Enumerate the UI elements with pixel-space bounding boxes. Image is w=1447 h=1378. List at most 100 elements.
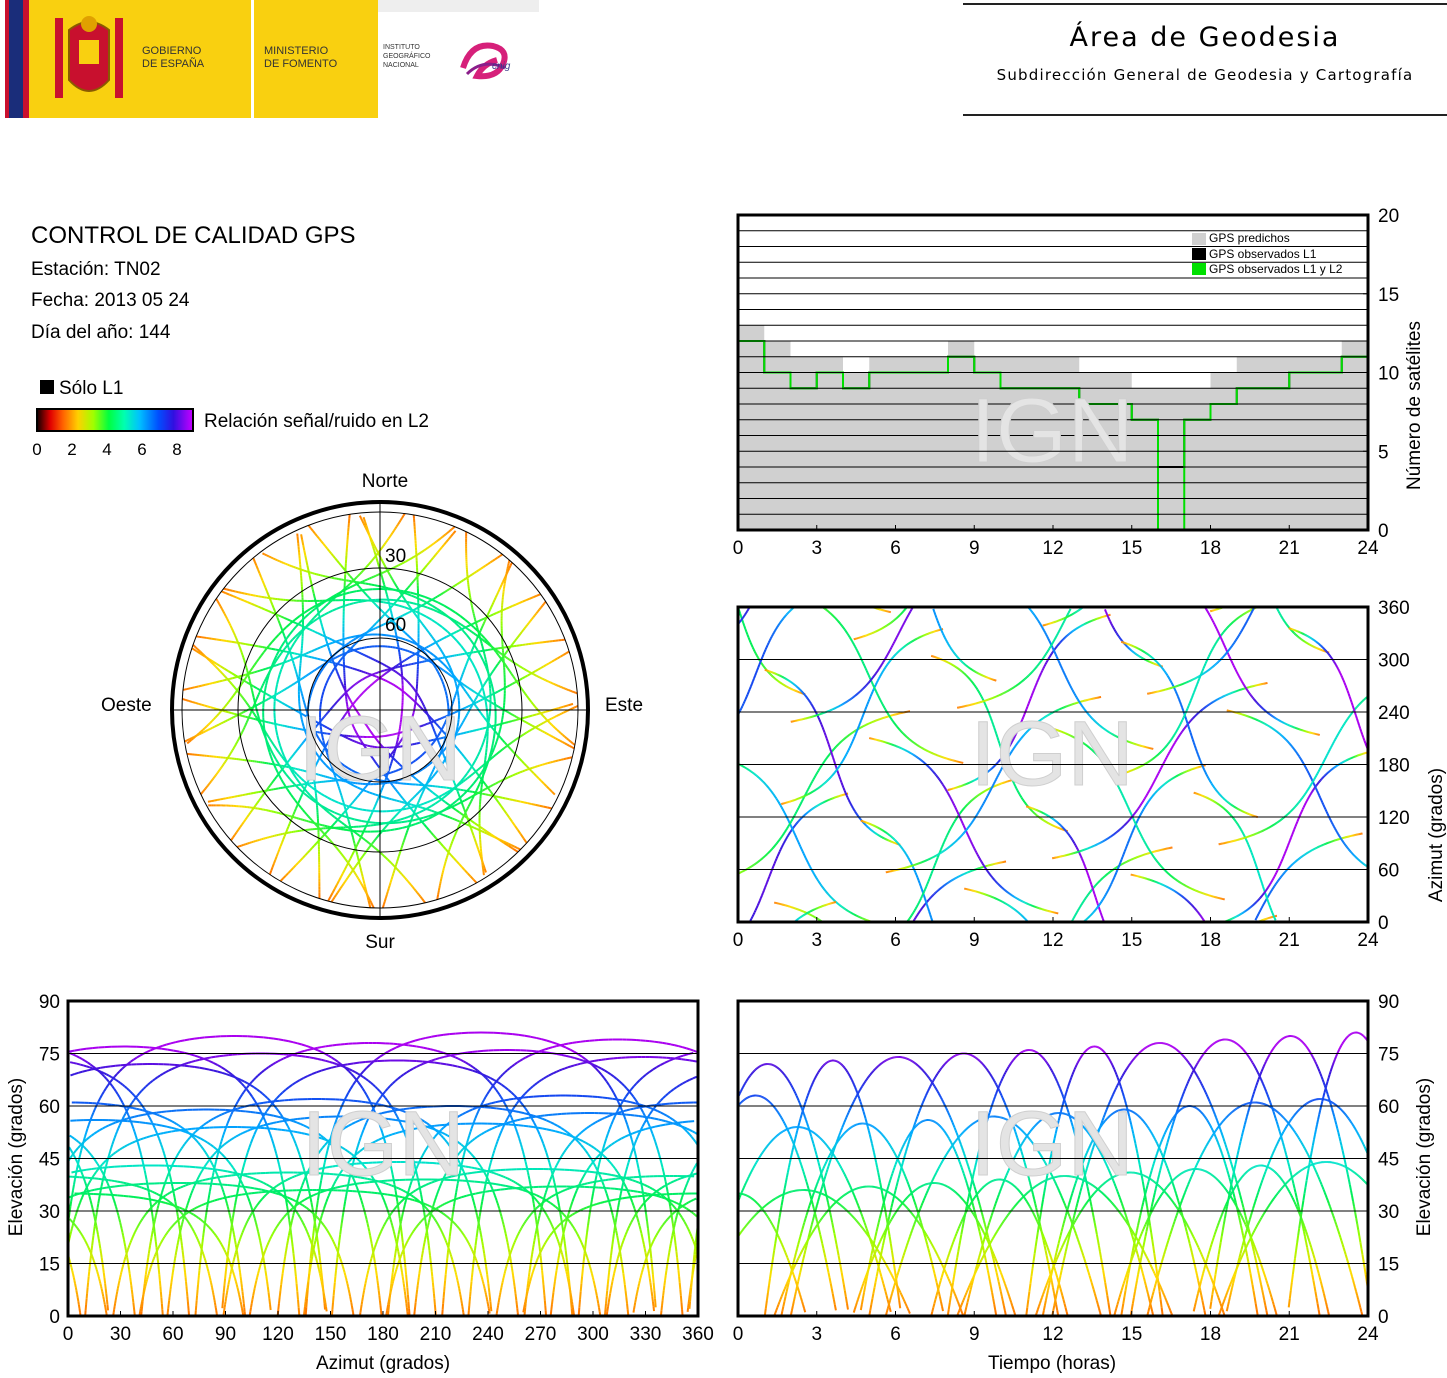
sky-track-9 [287,563,290,567]
sky-track-2 [445,658,449,663]
sky-track-6 [329,595,334,599]
sky-track-1 [264,608,269,612]
sky-track-5 [502,840,507,844]
sky-track-12 [394,821,402,824]
sky-track-23 [349,649,353,653]
sky-track-15 [495,649,498,652]
sky-track-27 [284,760,288,764]
sky-track-2 [449,667,453,672]
sky-track-16 [425,712,429,716]
sky-track-1 [433,730,436,734]
sky-track-23 [438,666,442,670]
sky-track-27 [549,717,552,721]
sky-track-25 [380,573,384,578]
sky-track-28 [451,806,457,811]
sky-track-2 [396,587,400,590]
sky-track-27 [529,729,532,732]
sky-track-23 [566,743,570,747]
sky-track-9 [454,832,457,836]
sky-track-29 [343,804,346,808]
sky-track-11 [534,612,538,616]
sky-track-28 [358,713,361,717]
sky-track-11 [499,658,503,662]
sky-track-26 [415,757,419,762]
sky-track-5 [466,823,470,827]
sky-track-6 [360,883,364,886]
sky-track-2 [338,887,342,892]
sky-track-8 [305,651,310,655]
sky-track-21 [292,773,298,779]
sky-track-27 [298,775,303,780]
sky-track-20 [275,614,279,619]
sky-track-21 [370,843,374,847]
sky-track-8 [429,651,435,656]
sky-track-7 [336,700,339,703]
sky-track-1 [354,649,358,653]
sky-track-20 [502,796,506,800]
sky-track-1 [289,619,294,623]
sky-track-21 [410,884,414,888]
sky-track-15 [554,683,558,687]
sky-track-28 [356,711,360,714]
sky-track-28 [362,719,365,722]
sky-track-6 [304,613,310,618]
sky-track-12 [457,801,462,805]
sky-track-28 [302,544,306,551]
sky-track-1 [373,658,377,662]
sky-track-17 [316,535,320,540]
sky-track-26 [465,662,468,666]
sky-track-9 [442,865,446,869]
sky-track-22 [268,870,273,875]
sky-track-0 [443,604,451,610]
sky-track-27 [493,754,496,758]
sky-track-27 [530,728,534,731]
sky-track-14 [456,582,460,586]
sky-track-4 [532,713,537,717]
sky-track-8 [538,777,543,782]
sky-track-6 [411,556,414,559]
sky-track-6 [359,881,363,885]
sky-track-5 [447,815,451,819]
sky-track-2 [432,773,436,777]
area-title: Área de Geodesia [1069,22,1341,53]
sky-track-20 [317,737,322,743]
sky-track-23 [280,689,284,693]
sky-track-9 [285,562,288,566]
sky-track-22 [353,701,356,704]
sky-track-11 [494,666,497,669]
sky-track-26 [467,656,471,660]
sky-track-11 [496,663,500,666]
sky-track-19 [532,670,536,674]
sky-track-26 [471,646,475,650]
sky-track-19 [225,710,229,714]
sky-track-15 [561,686,564,689]
sky-track-11 [484,680,488,683]
sky-track-15 [227,755,230,758]
sky-track-20 [472,790,477,794]
sky-track-26 [463,666,467,670]
sky-track-1 [371,657,375,661]
sky-track-19 [495,690,499,694]
sky-track-0 [364,588,373,591]
sky-track-15 [221,763,225,767]
sky-track-28 [423,784,428,789]
sky-track-27 [222,673,226,677]
sky-track-17 [441,680,445,685]
sky-track-1 [450,774,454,779]
sky-track-28 [371,733,374,736]
sky-track-16 [266,646,272,650]
sky-track-17 [410,817,413,822]
sky-track-18 [396,818,401,822]
sky-track-22 [281,839,285,844]
sky-track-1 [402,677,406,680]
sky-track-22 [273,859,277,864]
sky-track-21 [333,595,338,599]
sky-track-4 [345,736,349,740]
sky-track-9 [458,821,462,825]
sky-track-0 [262,648,268,653]
sky-track-8 [525,765,530,769]
sky-track-8 [535,775,540,780]
sky-track-23 [535,726,539,730]
sky-track-29 [327,757,331,761]
x-tick-label: 9 [969,538,980,559]
